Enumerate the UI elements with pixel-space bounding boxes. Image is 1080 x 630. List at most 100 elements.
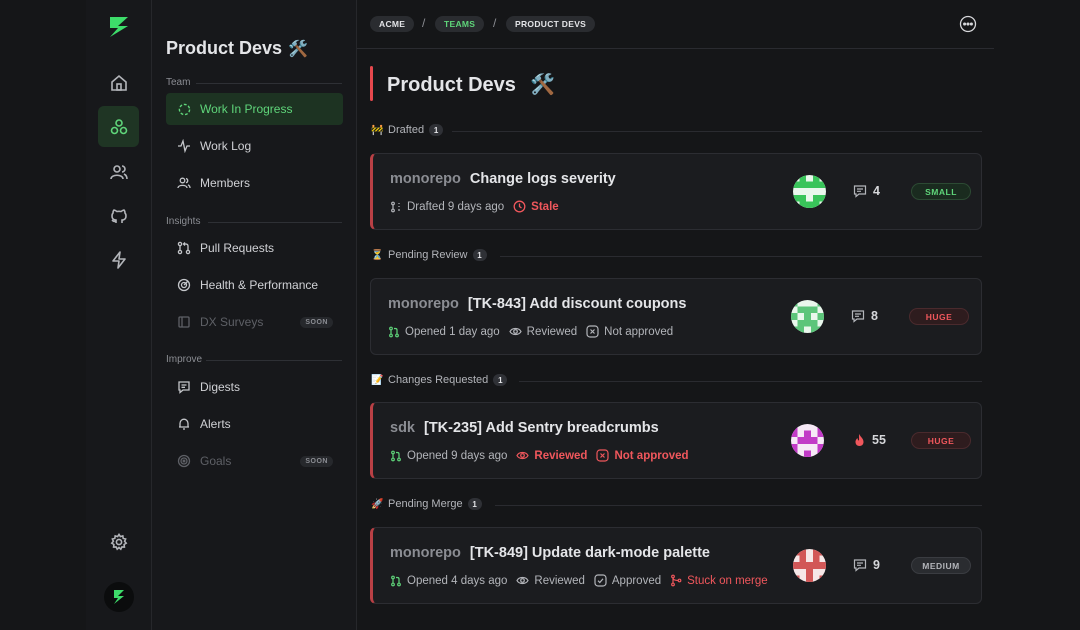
sidebar-item-members[interactable]: Members	[166, 167, 343, 199]
icon-rail	[86, 0, 152, 630]
page-title: Product Devs 🛠️	[387, 74, 555, 96]
sidebar-item-label: Members	[200, 176, 251, 190]
sidebar-item-label: DX Surveys	[200, 315, 264, 329]
avatar[interactable]	[791, 300, 824, 333]
group-count: 1	[472, 249, 487, 261]
team-sidebar: Product Devs 🛠️ Team Work In Progress Wor…	[152, 0, 357, 630]
tools-emoji-icon: 🛠️	[288, 41, 308, 58]
divider	[519, 381, 982, 382]
breadcrumb-separator: /	[422, 16, 426, 30]
people-icon[interactable]	[98, 151, 139, 192]
repo-name: sdk	[390, 420, 415, 436]
fire-icon	[855, 434, 864, 446]
github-icon[interactable]	[98, 195, 139, 236]
sidebar-item-pull-requests[interactable]: Pull Requests	[166, 232, 343, 264]
sidebar-item-digests[interactable]: Digests	[166, 371, 343, 403]
sidebar-item-alerts[interactable]: Alerts	[166, 408, 343, 440]
pr-title[interactable]: monorepo Change logs severity	[390, 171, 616, 187]
app-logo-icon[interactable]	[98, 6, 139, 47]
eye-icon	[516, 451, 530, 460]
section-label-team: Team	[166, 77, 191, 88]
section-label-insights: Insights	[166, 216, 201, 227]
group-count: 1	[467, 498, 482, 510]
divider	[500, 256, 982, 257]
pr-card[interactable]: sdk [TK-235] Add Sentry breadcrumbs Opene…	[370, 402, 982, 479]
size-badge: MEDIUM	[911, 557, 971, 574]
construction-emoji-icon: 🚧	[371, 124, 384, 136]
eye-icon	[516, 576, 530, 585]
sidebar-item-label: Health & Performance	[200, 278, 319, 292]
sidebar-item-health-performance[interactable]: Health & Performance	[166, 269, 343, 301]
divider	[495, 505, 982, 506]
sidebar-item-dx-surveys: DX Surveys SOON	[166, 306, 343, 338]
x-circle-icon	[596, 449, 610, 462]
breadcrumb-acme[interactable]: ACME	[370, 16, 415, 32]
pr-title[interactable]: sdk [TK-235] Add Sentry breadcrumbs	[390, 420, 659, 436]
comment-icon	[853, 185, 867, 198]
bell-icon	[176, 416, 192, 432]
pr-title[interactable]: monorepo [TK-843] Add discount coupons	[388, 296, 687, 312]
breadcrumb: ACME / TEAMS / PRODUCT DEVS	[357, 0, 994, 49]
pr-meta: Opened 9 days ago Reviewed Not approved	[390, 449, 698, 462]
home-icon[interactable]	[98, 62, 139, 103]
breadcrumb-separator: /	[493, 16, 497, 30]
soon-badge: SOON	[300, 455, 333, 467]
comment-icon	[851, 310, 865, 323]
pr-meta: Opened 4 days ago Reviewed Approved Stuc…	[390, 574, 777, 587]
divider	[452, 131, 982, 132]
pr-card[interactable]: monorepo [TK-849] Update dark-mode palett…	[370, 527, 982, 604]
bolt-icon[interactable]	[98, 239, 139, 280]
more-options-icon[interactable]	[959, 15, 977, 33]
users-icon	[176, 175, 192, 191]
pr-title[interactable]: monorepo [TK-849] Update dark-mode palett…	[390, 545, 710, 561]
group-label-pending-merge: 🚀 Pending Merge 1	[371, 498, 482, 510]
settings-gear-icon[interactable]	[98, 521, 139, 562]
user-avatar[interactable]	[98, 576, 139, 617]
avatar[interactable]	[793, 175, 826, 208]
group-label-changes-requested: 📝 Changes Requested 1	[371, 374, 508, 386]
sidebar-item-label: Work Log	[200, 139, 252, 153]
activity-icon	[176, 138, 192, 154]
breadcrumb-teams[interactable]: TEAMS	[435, 16, 485, 32]
pull-request-icon	[176, 240, 192, 256]
message-icon	[176, 379, 192, 395]
repo-name: monorepo	[390, 171, 461, 187]
divider	[196, 83, 342, 84]
teams-icon[interactable]	[98, 106, 139, 147]
main-content: ACME / TEAMS / PRODUCT DEVS Product Devs…	[357, 0, 994, 630]
health-icon	[176, 277, 192, 293]
soon-badge: SOON	[300, 316, 333, 328]
eye-icon	[508, 327, 522, 336]
size-badge: SMALL	[911, 183, 971, 200]
sidebar-item-work-in-progress[interactable]: Work In Progress	[166, 93, 343, 125]
comment-count: 8	[851, 309, 878, 323]
heading-accent	[370, 66, 373, 101]
hot-comment-count: 55	[853, 433, 886, 447]
pr-meta: Drafted 9 days ago Stale	[390, 200, 568, 213]
pr-meta: Opened 1 day ago Reviewed Not approved	[388, 325, 682, 338]
pr-card[interactable]: monorepo Change logs severity Drafted 9 d…	[370, 153, 982, 230]
tools-emoji-icon: 🛠️	[529, 74, 555, 96]
sidebar-item-label: Pull Requests	[200, 241, 275, 255]
target-icon	[176, 453, 192, 469]
sidebar-item-goals: Goals SOON	[166, 445, 343, 477]
sidebar-item-label: Goals	[200, 454, 232, 468]
pr-draft-icon	[391, 201, 400, 212]
group-count: 1	[429, 124, 444, 136]
sidebar-item-label: Work In Progress	[200, 102, 293, 116]
wip-icon	[176, 101, 192, 117]
comment-count: 9	[853, 558, 880, 572]
clock-icon	[513, 200, 526, 213]
avatar[interactable]	[791, 424, 824, 457]
survey-icon	[176, 314, 192, 330]
merge-icon	[671, 574, 682, 587]
avatar[interactable]	[793, 549, 826, 582]
hourglass-emoji-icon: ⏳	[371, 249, 384, 261]
pr-card[interactable]: monorepo [TK-843] Add discount coupons Op…	[370, 278, 982, 355]
comment-count: 4	[853, 184, 880, 198]
section-label-improve: Improve	[166, 354, 203, 365]
sidebar-item-work-log[interactable]: Work Log	[166, 130, 343, 162]
breadcrumb-product-devs[interactable]: PRODUCT DEVS	[506, 16, 596, 32]
pr-open-icon	[391, 575, 401, 586]
group-label-pending-review: ⏳ Pending Review 1	[371, 249, 487, 261]
